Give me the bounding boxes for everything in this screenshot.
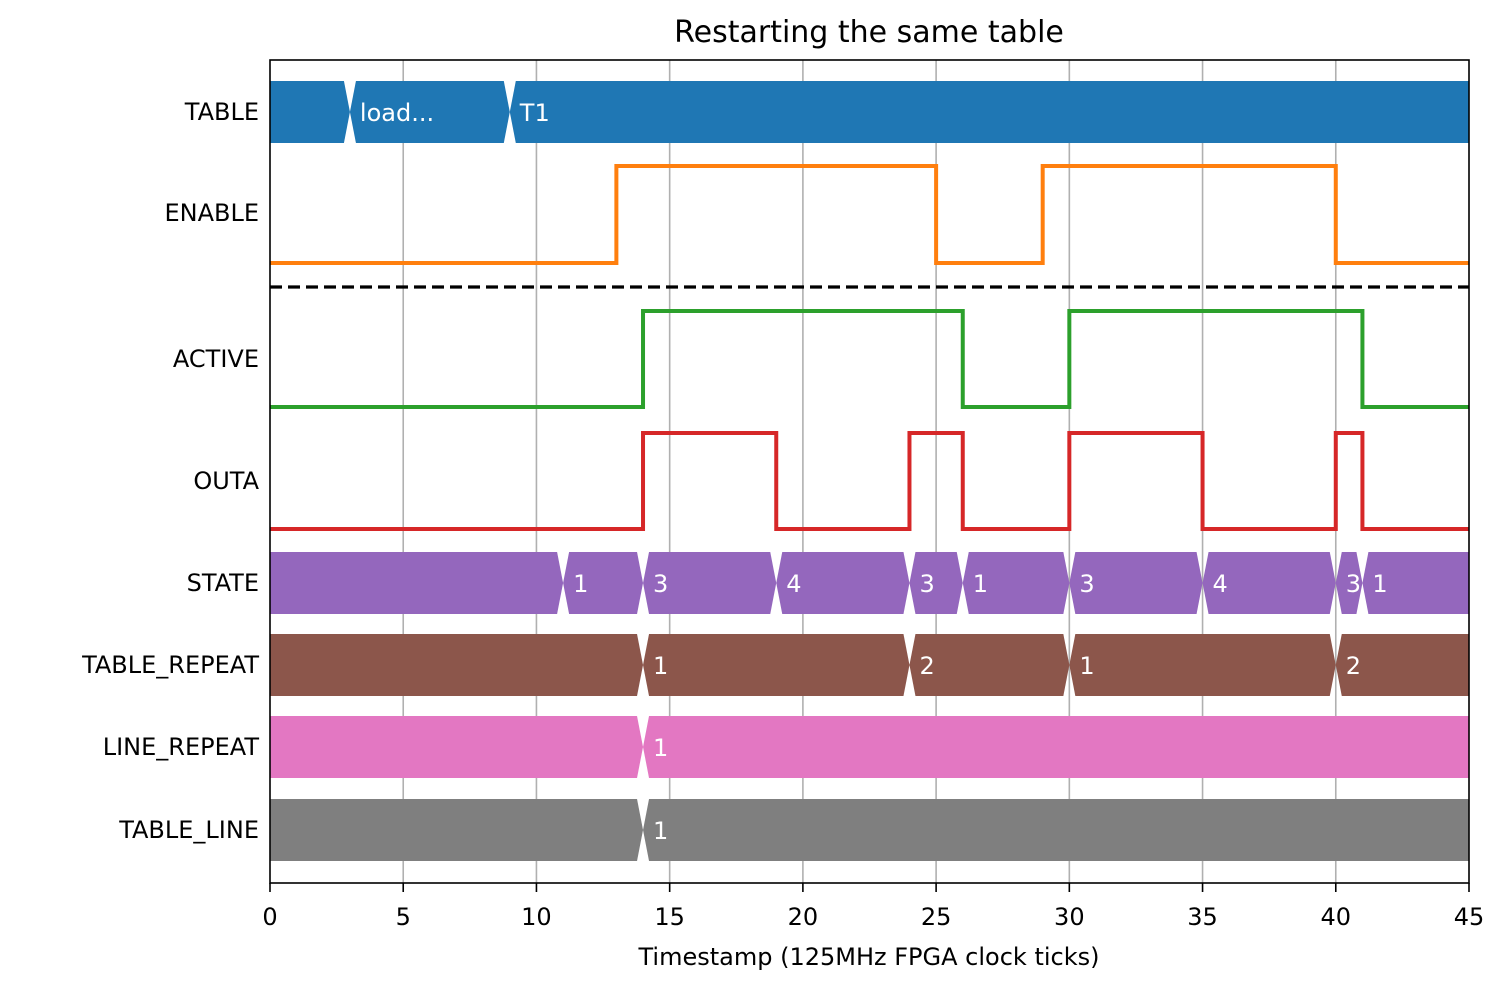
outa-waveform [270,431,1469,531]
table-line-segment-0 [270,799,644,861]
table-repeat-segment-1 [643,634,910,696]
table-segment-0 [270,81,350,143]
x-tick-label-5: 5 [396,903,411,931]
state-row-label: STATE [187,569,259,597]
table-line-segment-label-1: 1 [653,817,668,845]
line-repeat-segment-1 [643,716,1469,778]
table-line-row-label: TABLE_LINE [118,816,259,844]
chart-title: Restarting the same table [674,15,1064,50]
state-segment-2 [643,552,777,614]
state-segment-label-8: 3 [1346,570,1361,598]
enable-waveform [270,164,1469,265]
signal-layer: load... T11 3 4 3 1 3 4 3 11 2 1 211 [270,81,1469,861]
x-tick-label-20: 20 [788,903,819,931]
line-repeat-segment-0 [270,716,644,778]
table-segment-label-2: T1 [519,99,550,127]
state-segment-3 [776,552,910,614]
state-segment-5 [962,552,1070,614]
table-repeat-segment-3 [1069,634,1336,696]
table-repeat-segment-4 [1335,634,1469,696]
active-row-label: ACTIVE [173,345,259,373]
outa-row-label: OUTA [193,467,259,495]
x-tick-label-45: 45 [1454,903,1485,931]
plot-frame [269,59,1470,884]
table-line-segment-1 [643,799,1469,861]
table-repeat-segment-label-1: 1 [653,652,668,680]
table-repeat-segment-0 [270,634,644,696]
x-tick-label-35: 35 [1187,903,1218,931]
x-axis-ticks: 0 5 10 15 20 25 30 35 40 45 [262,883,1484,931]
state-segment-label-7: 4 [1213,570,1228,598]
table-repeat-segment-label-3: 1 [1079,652,1094,680]
state-segment-1 [563,552,644,614]
state-segment-label-9: 1 [1372,570,1387,598]
state-segment-label-1: 1 [573,570,588,598]
x-tick-label-25: 25 [921,903,952,931]
state-segment-9 [1362,552,1469,614]
table-repeat-row-label: TABLE_REPEAT [81,651,259,679]
table-segment-2 [509,81,1469,143]
table-row-label: TABLE [184,98,259,126]
enable-row-label: ENABLE [164,199,259,227]
state-segment-8 [1335,552,1363,614]
table-segment-label-1: load... [360,99,434,127]
table-segment-1 [349,81,510,143]
state-segment-label-2: 3 [653,570,668,598]
table-repeat-segment-label-4: 2 [1346,652,1361,680]
state-segment-label-3: 4 [786,570,801,598]
state-segment-7 [1202,552,1336,614]
active-waveform [270,309,1469,409]
row-label-layer: TABLE ENABLE ACTIVE OUTA STATE TABLE_REPEAT LI… [81,98,259,844]
x-tick-label-15: 15 [654,903,685,931]
x-tick-label-10: 10 [521,903,552,931]
x-axis-label: Timestamp (125MHz FPGA clock ticks) [638,943,1100,971]
state-segment-label-6: 3 [1079,570,1094,598]
state-segment-0 [270,552,564,614]
line-repeat-row-label: LINE_REPEAT [103,733,260,761]
x-tick-label-30: 30 [1054,903,1085,931]
state-segment-4 [909,552,963,614]
state-segment-label-4: 3 [919,570,934,598]
line-repeat-segment-label-1: 1 [653,734,668,762]
x-tick-label-40: 40 [1321,903,1352,931]
table-repeat-segment-2 [909,634,1070,696]
state-segment-label-5: 1 [973,570,988,598]
state-segment-6 [1069,552,1203,614]
table-repeat-segment-label-2: 2 [919,652,934,680]
x-tick-label-0: 0 [262,903,277,931]
